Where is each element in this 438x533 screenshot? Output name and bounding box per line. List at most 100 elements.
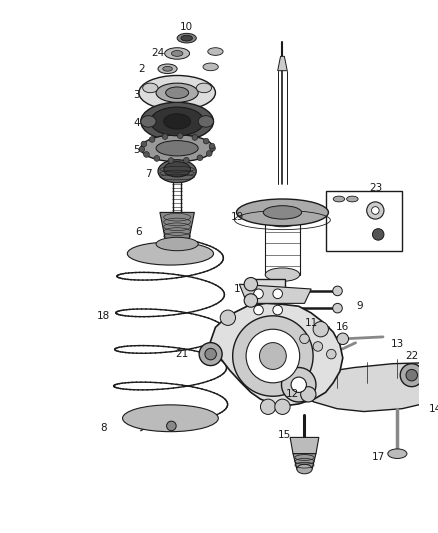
Ellipse shape [181,35,192,41]
Circle shape [141,141,147,147]
Circle shape [371,207,379,214]
Ellipse shape [203,63,218,71]
Ellipse shape [164,114,191,129]
Circle shape [209,143,215,149]
Ellipse shape [265,268,300,281]
Ellipse shape [196,83,212,93]
Circle shape [244,294,258,307]
Ellipse shape [177,34,196,43]
Circle shape [233,316,313,396]
Ellipse shape [171,51,183,56]
Ellipse shape [263,206,302,219]
Ellipse shape [333,196,345,202]
Polygon shape [209,303,343,406]
Text: 24: 24 [152,49,165,59]
Circle shape [400,364,423,386]
Circle shape [282,368,316,402]
Ellipse shape [208,48,223,55]
Circle shape [259,343,286,369]
Text: 3: 3 [134,90,140,100]
Polygon shape [290,438,319,454]
Text: 9: 9 [357,301,364,311]
Circle shape [261,399,276,415]
Ellipse shape [166,87,189,99]
Circle shape [273,289,283,298]
Bar [325,191,402,251]
Circle shape [162,134,168,140]
Text: 23: 23 [370,183,383,193]
Ellipse shape [165,48,190,59]
Circle shape [210,146,215,151]
Ellipse shape [156,237,198,251]
Ellipse shape [143,83,158,93]
Circle shape [220,310,236,325]
Circle shape [192,135,198,140]
Text: 7: 7 [145,169,152,179]
Circle shape [139,147,145,152]
Circle shape [300,334,309,344]
Text: 11: 11 [304,318,318,327]
Circle shape [275,399,290,415]
Ellipse shape [297,464,312,474]
Text: 5: 5 [134,145,140,155]
Text: 8: 8 [100,423,107,433]
Ellipse shape [164,161,191,177]
Ellipse shape [123,405,218,432]
Ellipse shape [150,107,204,136]
Text: 1: 1 [234,284,241,294]
Text: 10: 10 [180,22,193,31]
Ellipse shape [158,160,196,183]
Circle shape [246,329,300,383]
Circle shape [300,386,316,402]
Circle shape [337,333,349,344]
Circle shape [184,157,189,163]
Text: 21: 21 [175,349,188,359]
Polygon shape [293,454,316,469]
Circle shape [333,286,343,296]
Text: 14: 14 [429,403,438,414]
Bar [251,279,285,327]
Ellipse shape [141,116,156,127]
Ellipse shape [163,67,172,71]
Ellipse shape [198,116,213,127]
Circle shape [313,321,328,337]
Ellipse shape [141,102,213,141]
Text: 6: 6 [135,227,142,237]
Circle shape [291,377,307,392]
Text: 13: 13 [391,338,404,349]
Circle shape [168,158,174,164]
Circle shape [254,289,263,298]
Text: 15: 15 [278,431,291,440]
Ellipse shape [237,199,328,226]
Text: 2: 2 [138,64,145,74]
Ellipse shape [156,83,198,102]
Ellipse shape [141,135,213,161]
Circle shape [406,369,417,381]
Ellipse shape [158,64,177,74]
Circle shape [197,155,203,160]
Text: 18: 18 [97,311,110,321]
Circle shape [144,151,149,157]
Circle shape [273,305,283,315]
Circle shape [333,303,343,313]
Ellipse shape [265,213,300,227]
Text: 22: 22 [405,351,418,361]
Circle shape [177,133,183,139]
Circle shape [203,138,209,144]
Circle shape [199,343,222,366]
Text: 19: 19 [231,212,244,222]
Circle shape [372,229,384,240]
Circle shape [206,151,212,156]
Ellipse shape [139,76,215,110]
Ellipse shape [388,449,407,458]
Circle shape [166,421,176,431]
Polygon shape [240,284,311,303]
Text: 17: 17 [371,451,385,462]
Circle shape [205,349,216,360]
Circle shape [244,278,258,291]
Circle shape [367,202,384,219]
Polygon shape [160,213,194,241]
Text: 12: 12 [286,389,299,399]
Polygon shape [278,56,287,71]
Ellipse shape [127,242,213,265]
